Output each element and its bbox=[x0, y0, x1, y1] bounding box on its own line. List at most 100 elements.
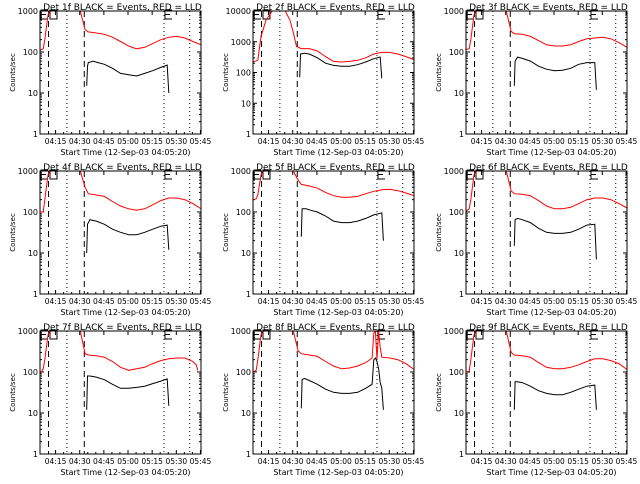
y-tick-label: 1000 bbox=[231, 167, 251, 176]
x-tick-label: 04:15 bbox=[45, 457, 67, 466]
x-tick-label: 04:15 bbox=[471, 457, 493, 466]
plot-frame bbox=[252, 170, 415, 295]
x-tick-label: 04:15 bbox=[258, 137, 280, 146]
plot-frame bbox=[465, 330, 628, 455]
chart-panel-det-3: Det 3f BLACK = Events, RED = LLD Counts/s… bbox=[426, 0, 639, 160]
x-axis-label: Start Time (12-Sep-03 04:05:20) bbox=[273, 308, 403, 317]
lld-series-line bbox=[466, 11, 627, 50]
chart-title: Det 5f BLACK = Events, RED = LLD bbox=[256, 163, 415, 173]
x-tick-label: 04:45 bbox=[93, 457, 115, 466]
events-series-line bbox=[86, 60, 170, 94]
x-tick-label: 04:30 bbox=[69, 457, 91, 466]
chart-panel-det-8: Det 8f BLACK = Events, RED = LLD Counts/s… bbox=[213, 320, 426, 480]
y-axis-label: Counts/sec bbox=[435, 213, 443, 252]
y-tick-label: 1 bbox=[459, 130, 464, 139]
y-tick-label: 100 bbox=[23, 48, 38, 57]
x-tick-label: 04:45 bbox=[519, 137, 541, 146]
lld-series-line bbox=[40, 171, 201, 213]
y-tick-label: 1 bbox=[459, 290, 464, 299]
chart-title: Det 3f BLACK = Events, RED = LLD bbox=[469, 3, 628, 13]
x-tick-label: 05:15 bbox=[567, 457, 589, 466]
x-tick-label: 05:45 bbox=[616, 137, 638, 146]
x-tick-label: 05:45 bbox=[403, 297, 425, 306]
chart-title: Det 9f BLACK = Events, RED = LLD bbox=[469, 323, 628, 333]
y-axis-label: Counts/sec bbox=[9, 373, 17, 412]
plot-frame bbox=[39, 170, 202, 295]
y-tick-label: 10 bbox=[28, 409, 38, 418]
x-tick-label: 05:15 bbox=[567, 297, 589, 306]
chart-title: Det 1f BLACK = Events, RED = LLD bbox=[43, 3, 202, 13]
chart-svg: Det 8f BLACK = Events, RED = LLD Counts/s… bbox=[222, 323, 424, 477]
x-tick-label: 05:30 bbox=[166, 297, 188, 306]
lld-series-line bbox=[253, 331, 414, 373]
y-tick-label: 10 bbox=[454, 249, 464, 258]
y-tick-label: 1 bbox=[33, 290, 38, 299]
y-axis-label: Counts/sec bbox=[222, 53, 230, 92]
plot-frame bbox=[465, 170, 628, 295]
x-tick-label: 05:15 bbox=[141, 297, 163, 306]
lld-series-line bbox=[253, 171, 414, 201]
attenuator-state-markers bbox=[466, 169, 598, 180]
x-tick-label: 05:45 bbox=[616, 457, 638, 466]
x-tick-label: 04:30 bbox=[69, 137, 91, 146]
x-tick-label: 04:30 bbox=[282, 137, 304, 146]
y-tick-label: 100 bbox=[449, 48, 464, 57]
events-series-line bbox=[86, 375, 170, 410]
y-tick-label: 100 bbox=[23, 368, 38, 377]
x-tick-label: 05:45 bbox=[190, 457, 212, 466]
x-tick-label: 05:15 bbox=[354, 297, 376, 306]
x-tick-label: 05:15 bbox=[354, 457, 376, 466]
y-tick-label: 1000 bbox=[231, 327, 251, 336]
lld-series-line bbox=[40, 11, 201, 51]
x-tick-label: 05:15 bbox=[141, 457, 163, 466]
y-tick-label: 10 bbox=[454, 89, 464, 98]
x-tick-label: 04:45 bbox=[306, 457, 328, 466]
y-tick-label: 1000 bbox=[18, 327, 38, 336]
x-tick-label: 05:30 bbox=[166, 137, 188, 146]
chart-title: Det 2f BLACK = Events, RED = LLD bbox=[256, 3, 415, 13]
attenuator-state-markers bbox=[466, 9, 598, 20]
x-tick-label: 05:15 bbox=[141, 137, 163, 146]
plot-frame bbox=[39, 330, 202, 455]
x-tick-label: 05:00 bbox=[330, 457, 352, 466]
lld-series-line bbox=[466, 331, 627, 373]
y-tick-label: 100 bbox=[449, 368, 464, 377]
x-tick-label: 04:45 bbox=[93, 297, 115, 306]
x-tick-label: 04:45 bbox=[93, 137, 115, 146]
chart-panel-det-5: Det 5f BLACK = Events, RED = LLD Counts/s… bbox=[213, 160, 426, 320]
x-tick-label: 05:00 bbox=[330, 137, 352, 146]
x-tick-label: 05:00 bbox=[117, 297, 139, 306]
events-series-line bbox=[299, 52, 383, 79]
y-tick-label: 1000 bbox=[444, 167, 464, 176]
y-tick-label: 1000 bbox=[444, 327, 464, 336]
y-tick-label: 10 bbox=[241, 249, 251, 258]
x-axis-label: Start Time (12-Sep-03 04:05:20) bbox=[273, 148, 403, 157]
events-series-line bbox=[300, 357, 384, 410]
y-tick-label: 1 bbox=[246, 290, 251, 299]
chart-title: Det 4f BLACK = Events, RED = LLD bbox=[43, 163, 202, 173]
x-tick-label: 04:45 bbox=[519, 297, 541, 306]
x-tick-label: 04:30 bbox=[495, 457, 517, 466]
x-tick-label: 04:30 bbox=[69, 297, 91, 306]
x-tick-label: 05:45 bbox=[190, 297, 212, 306]
x-axis-label: Start Time (12-Sep-03 04:05:20) bbox=[486, 468, 616, 477]
chart-svg: Det 9f BLACK = Events, RED = LLD Counts/s… bbox=[435, 323, 638, 477]
y-tick-label: 1 bbox=[246, 450, 251, 459]
x-axis-label: Start Time (12-Sep-03 04:05:20) bbox=[486, 308, 616, 317]
x-tick-label: 05:00 bbox=[330, 297, 352, 306]
plot-frame bbox=[39, 10, 202, 135]
attenuator-state-markers bbox=[40, 9, 172, 20]
x-tick-label: 04:30 bbox=[495, 137, 517, 146]
plot-frame bbox=[252, 330, 415, 455]
x-tick-label: 04:15 bbox=[258, 457, 280, 466]
chart-panel-det-6: Det 6f BLACK = Events, RED = LLD Counts/s… bbox=[426, 160, 639, 320]
lld-series-line bbox=[40, 331, 199, 375]
x-tick-label: 04:15 bbox=[471, 297, 493, 306]
y-tick-label: 1 bbox=[33, 130, 38, 139]
x-tick-label: 04:45 bbox=[306, 137, 328, 146]
x-tick-label: 05:45 bbox=[616, 297, 638, 306]
events-series-line bbox=[300, 208, 384, 241]
y-axis-label: Counts/sec bbox=[222, 213, 230, 252]
x-tick-label: 04:45 bbox=[306, 297, 328, 306]
x-axis-label: Start Time (12-Sep-03 04:05:20) bbox=[60, 308, 190, 317]
